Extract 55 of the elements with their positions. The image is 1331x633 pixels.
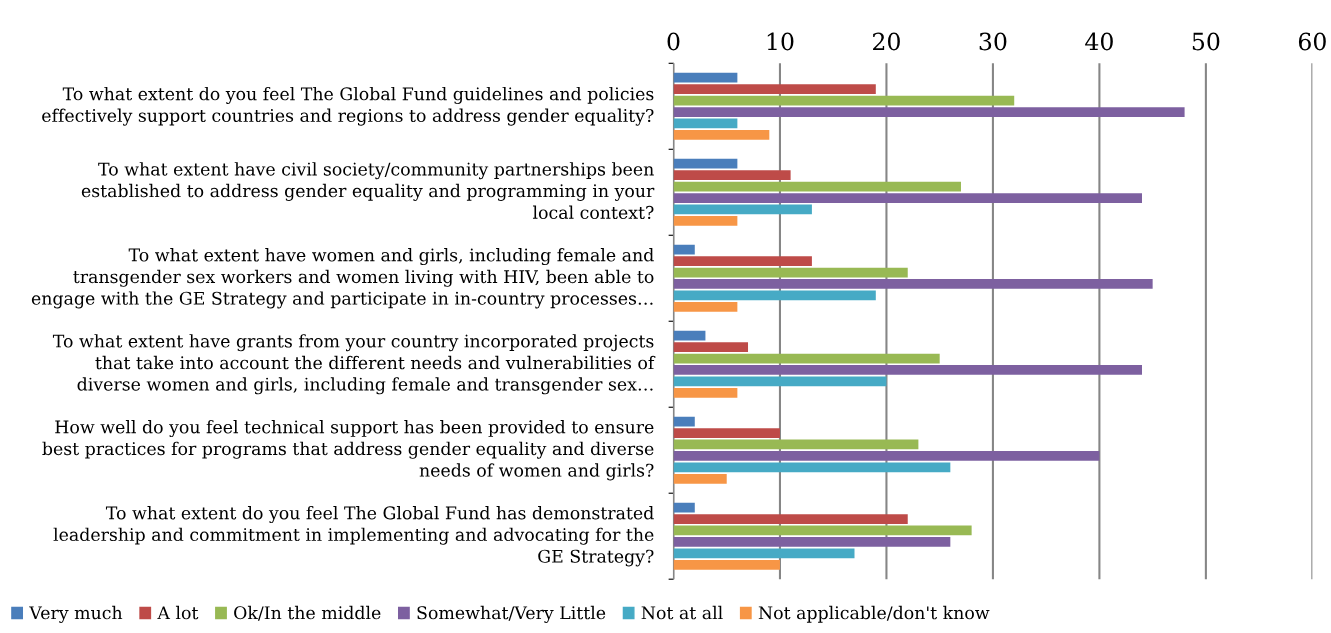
bar — [673, 72, 738, 83]
bar — [673, 548, 855, 559]
bar — [673, 130, 770, 140]
y-tick-label: How well do you feel technical support has been provided to ensure best practices for programs that address gender equality and diverse needs of women and girls? — [42, 420, 654, 481]
bar — [673, 216, 738, 226]
bar — [673, 428, 780, 438]
bar — [673, 302, 738, 312]
bar — [673, 537, 951, 547]
bar — [673, 514, 908, 524]
x-tick-label: 10 — [767, 32, 794, 51]
bar — [673, 474, 727, 484]
bar — [673, 118, 738, 129]
x-tick-label: 60 — [1298, 32, 1326, 51]
y-tick-label: To what extent do you feel The Global Fund has demonstrated leadership and commitment in implementing and advocating for the GE Strategy? — [53, 506, 654, 567]
y-tick-label: To what extent have civil society/community partnerships been established to address gender equality and programming in your local context? — [81, 162, 655, 219]
legend-label: Somewhat/Very Little — [417, 605, 606, 623]
bar — [673, 95, 1015, 106]
x-tick-label: 50 — [1192, 32, 1220, 51]
legend-label: Very much — [29, 605, 123, 623]
legend-label: A lot — [157, 605, 199, 620]
bar — [673, 170, 791, 180]
bar — [673, 388, 738, 398]
y-tick-label: To what extent have women and girls, including female and transgender sex workers and women living with HIV, been able to engage with the GE Strategy and participate in in-country processes… — [31, 248, 654, 309]
bar — [673, 376, 887, 387]
bar — [673, 204, 812, 215]
bar — [673, 559, 780, 570]
bar — [673, 84, 876, 94]
legend-label: Ok/In the middle — [234, 605, 381, 621]
y-tick-label: To what extent do you feel The Global Fund guidelines and policies effectively support countries and regions to address gender equality? — [42, 86, 654, 126]
bar — [673, 181, 961, 192]
bar — [673, 451, 1100, 461]
bar — [673, 342, 749, 352]
x-tick-label: 30 — [979, 32, 1007, 51]
bar — [673, 256, 812, 266]
x-tick-label: 40 — [1085, 32, 1113, 51]
x-tick-label: 0 — [667, 32, 680, 51]
bar — [673, 525, 972, 536]
bar — [673, 244, 695, 255]
bar — [673, 193, 1142, 203]
bar — [673, 107, 1185, 117]
bar — [673, 330, 706, 341]
bar — [673, 353, 940, 364]
bar — [673, 439, 919, 450]
bar — [673, 462, 951, 473]
bar — [673, 416, 695, 427]
legend-label: Not applicable/don't know — [758, 605, 990, 623]
bar — [673, 290, 876, 301]
bar — [673, 279, 1153, 289]
bar — [673, 365, 1142, 375]
bar — [673, 158, 738, 169]
x-tick-label: 20 — [873, 32, 900, 51]
legend-label: Not at all — [641, 605, 723, 620]
bar — [673, 267, 908, 278]
y-tick-label: To what extent have grants from your country incorporated projects that take into account the different needs and vulnerabilities of diverse women and girls, including female and transgender sex… — [52, 334, 656, 395]
bar — [673, 502, 695, 513]
